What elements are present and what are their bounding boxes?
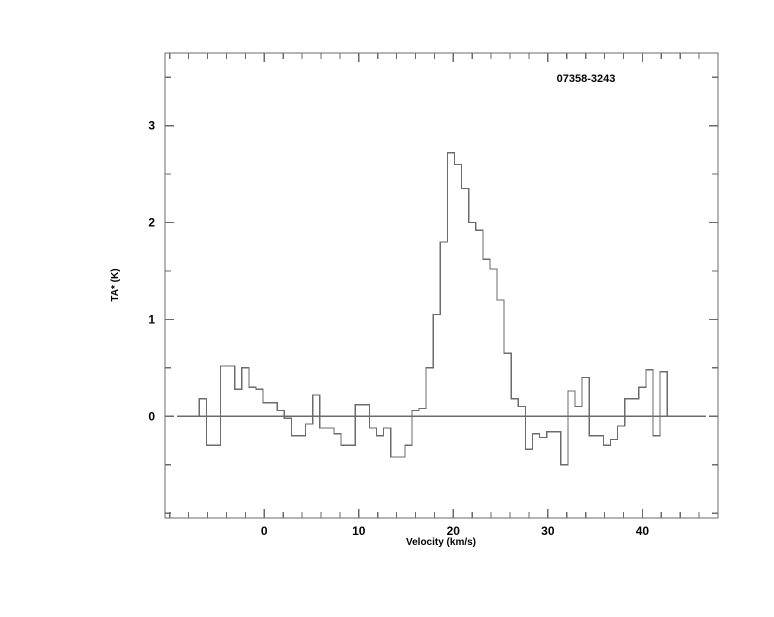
x-axis-label: Velocity (km/s) (406, 537, 476, 548)
x-tick-label: 20 (447, 524, 461, 538)
y-tick-label: 0 (148, 409, 155, 423)
y-axis-tick-labels: 0 1 2 3 (148, 119, 155, 424)
x-axis-tick-labels: 0 10 20 30 40 (261, 524, 649, 538)
y-axis-label: TA* (K) (110, 268, 121, 301)
axis-ticks (165, 53, 719, 518)
x-tick-label: 30 (541, 524, 555, 538)
x-tick-label: 0 (261, 524, 268, 538)
source-name-annotation: 07358-3243 (557, 73, 616, 85)
x-tick-label: 10 (352, 524, 366, 538)
spectrum-trace (198, 152, 668, 466)
x-tick-label: 40 (636, 524, 650, 538)
y-tick-label: 2 (148, 216, 155, 230)
y-tick-label: 1 (148, 312, 155, 326)
y-tick-label: 3 (148, 119, 155, 133)
